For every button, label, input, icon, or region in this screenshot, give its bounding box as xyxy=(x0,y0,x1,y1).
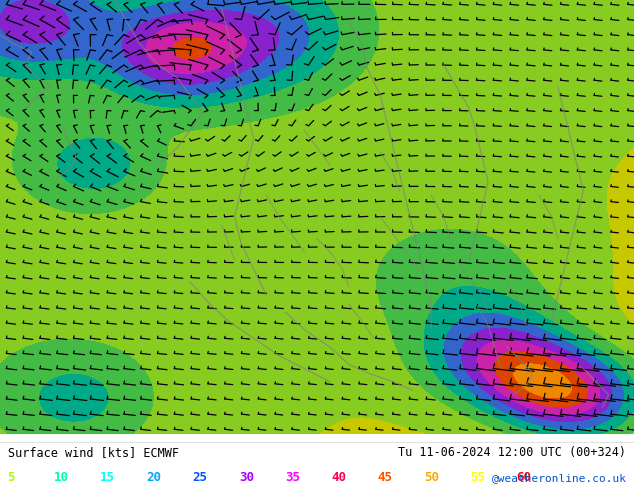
Text: 60: 60 xyxy=(517,471,532,484)
Text: @weatheronline.co.uk: @weatheronline.co.uk xyxy=(491,472,626,483)
Text: Surface wind [kts] ECMWF: Surface wind [kts] ECMWF xyxy=(8,446,179,459)
Text: 5: 5 xyxy=(8,471,15,484)
Text: 25: 25 xyxy=(193,471,208,484)
Text: 55: 55 xyxy=(470,471,486,484)
Text: 50: 50 xyxy=(424,471,439,484)
Text: 40: 40 xyxy=(332,471,347,484)
Text: 15: 15 xyxy=(100,471,115,484)
Text: 35: 35 xyxy=(285,471,301,484)
Text: 20: 20 xyxy=(146,471,162,484)
Text: 10: 10 xyxy=(54,471,69,484)
Text: Tu 11-06-2024 12:00 UTC (00+324): Tu 11-06-2024 12:00 UTC (00+324) xyxy=(398,446,626,459)
Text: 30: 30 xyxy=(239,471,254,484)
Text: 45: 45 xyxy=(378,471,393,484)
